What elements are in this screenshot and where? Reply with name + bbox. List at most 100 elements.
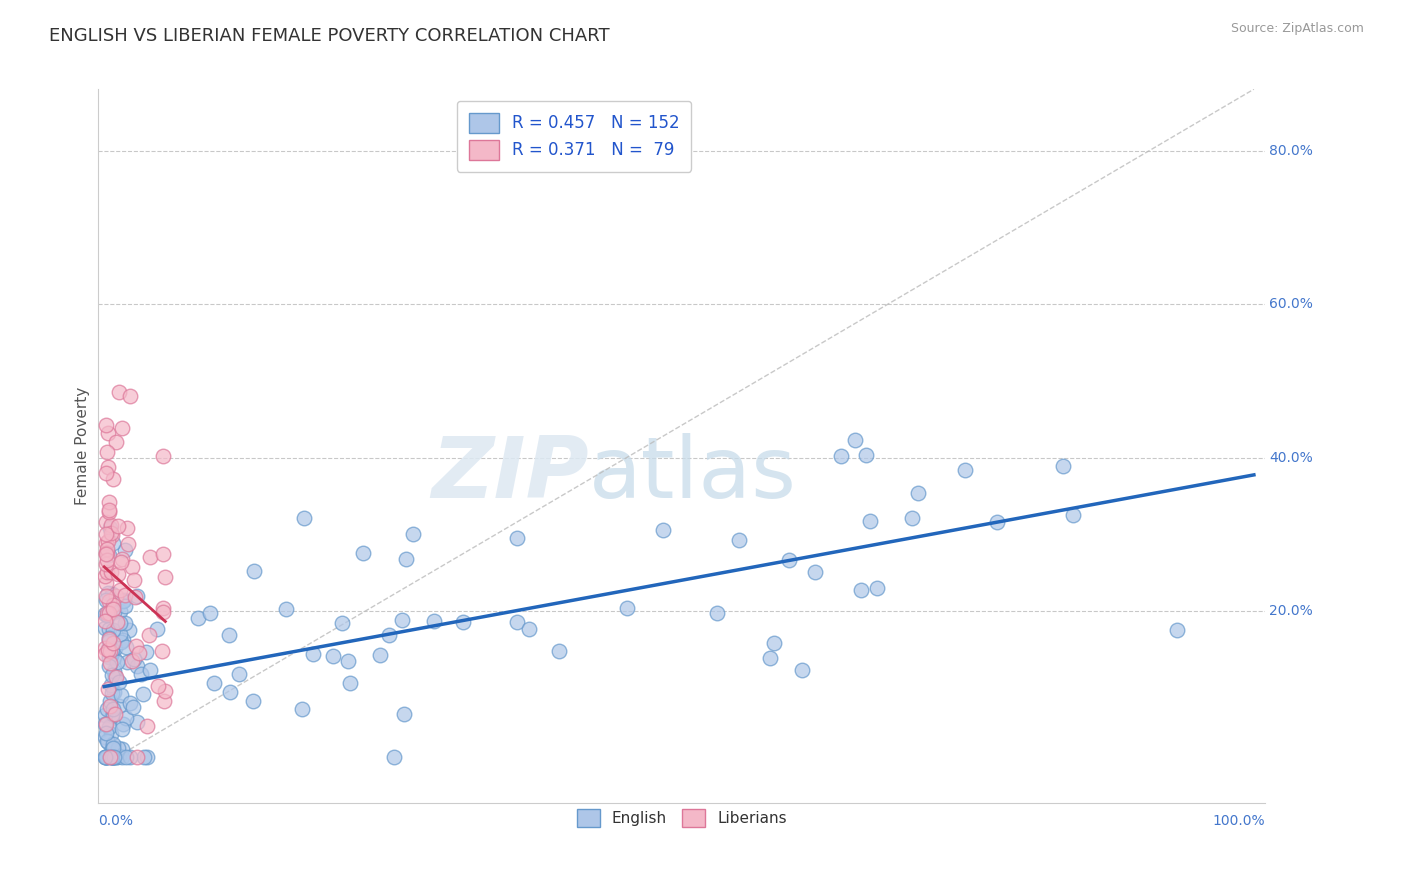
Point: [152, 449, 174, 463]
Point: [111, 749, 134, 764]
Point: [423, 614, 446, 628]
Point: [96, 608, 118, 623]
Point: [100, 686, 122, 700]
Point: [831, 449, 853, 463]
Point: [115, 711, 138, 725]
Point: [117, 520, 139, 534]
Point: [94, 547, 117, 561]
Point: [98, 749, 121, 764]
Point: [96, 606, 118, 620]
Point: [105, 615, 128, 630]
Point: [759, 650, 782, 665]
Point: [218, 684, 240, 698]
Point: [96, 557, 118, 571]
Text: 20.0%: 20.0%: [1268, 604, 1313, 618]
Point: [96, 417, 118, 432]
Point: [110, 722, 132, 736]
Point: [120, 749, 142, 764]
Point: [110, 688, 132, 702]
Point: [100, 694, 122, 708]
Point: [124, 591, 146, 605]
Point: [900, 511, 922, 525]
Point: [97, 643, 120, 657]
Point: [118, 623, 141, 637]
Point: [98, 656, 121, 670]
Point: [97, 634, 120, 648]
Point: [276, 602, 298, 616]
Point: [330, 616, 353, 631]
Point: [111, 742, 134, 756]
Point: [96, 702, 118, 716]
Point: [986, 515, 1008, 529]
Point: [114, 616, 136, 631]
Point: [138, 550, 160, 565]
Point: [111, 594, 134, 608]
Point: [110, 555, 132, 569]
Point: [94, 749, 117, 764]
Point: [121, 560, 143, 574]
Point: [153, 694, 176, 708]
Point: [98, 749, 121, 764]
Point: [101, 528, 124, 542]
Point: [107, 567, 129, 582]
Point: [98, 548, 121, 562]
Point: [97, 622, 120, 636]
Point: [97, 593, 120, 607]
Point: [202, 676, 225, 690]
Point: [103, 749, 125, 764]
Point: [94, 716, 117, 731]
Point: [218, 628, 240, 642]
Point: [97, 632, 120, 646]
Point: [370, 648, 392, 663]
Point: [98, 631, 121, 645]
Point: [101, 749, 124, 764]
Point: [96, 749, 118, 764]
Text: 40.0%: 40.0%: [1268, 450, 1313, 465]
Point: [187, 611, 209, 625]
Point: [103, 741, 125, 756]
Point: [103, 749, 125, 764]
Point: [114, 542, 136, 557]
Text: ENGLISH VS LIBERIAN FEMALE POVERTY CORRELATION CHART: ENGLISH VS LIBERIAN FEMALE POVERTY CORRE…: [49, 27, 610, 45]
Point: [336, 654, 359, 668]
Point: [97, 642, 120, 657]
Point: [127, 749, 149, 764]
Point: [104, 434, 127, 449]
Text: Source: ZipAtlas.com: Source: ZipAtlas.com: [1230, 22, 1364, 36]
Point: [152, 643, 174, 657]
Point: [100, 517, 122, 532]
Point: [451, 615, 474, 629]
Text: atlas: atlas: [589, 433, 797, 516]
Point: [125, 590, 148, 604]
Point: [97, 495, 120, 509]
Point: [115, 640, 138, 655]
Point: [94, 647, 117, 661]
Point: [763, 636, 786, 650]
Point: [107, 740, 129, 755]
Point: [96, 749, 118, 764]
Point: [108, 604, 131, 618]
Point: [101, 636, 124, 650]
Point: [122, 699, 145, 714]
Point: [953, 463, 976, 477]
Point: [98, 658, 121, 673]
Point: [118, 389, 141, 403]
Point: [382, 749, 405, 764]
Point: [97, 503, 120, 517]
Point: [790, 663, 813, 677]
Point: [866, 581, 889, 595]
Point: [98, 698, 121, 713]
Point: [122, 573, 145, 587]
Point: [352, 546, 374, 560]
Point: [391, 614, 413, 628]
Text: 100.0%: 100.0%: [1213, 814, 1265, 829]
Text: 0.0%: 0.0%: [98, 814, 134, 829]
Point: [138, 628, 160, 642]
Point: [100, 643, 122, 657]
Point: [97, 586, 120, 600]
Point: [100, 565, 122, 579]
Point: [104, 669, 127, 683]
Point: [100, 668, 122, 682]
Point: [96, 733, 118, 747]
Legend: English, Liberians: English, Liberians: [569, 802, 794, 834]
